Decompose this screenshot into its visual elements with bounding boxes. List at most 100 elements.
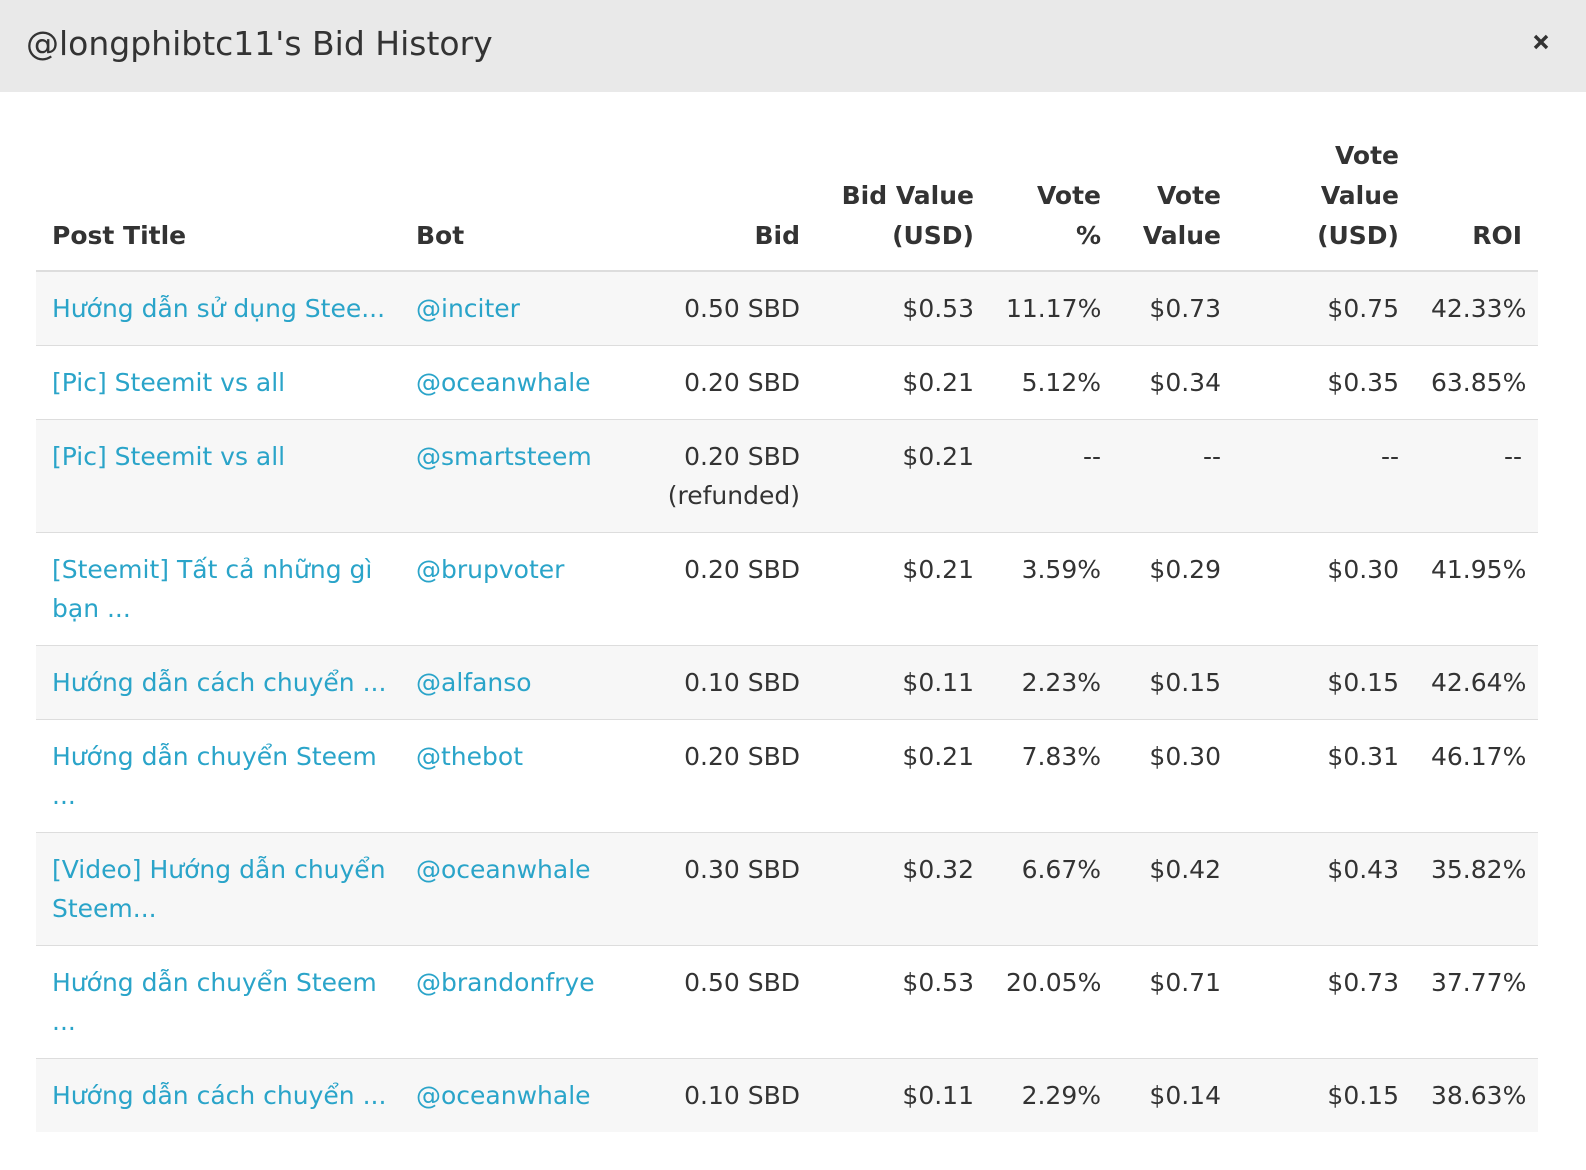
- bid-history-table-container: Post Title Bot Bid Bid Value (USD) Vote %…: [36, 132, 1538, 1132]
- post-title-link[interactable]: [Steemit] Tất cả những gì bạn ...: [52, 555, 373, 623]
- close-button[interactable]: [1526, 26, 1556, 56]
- bid-amount: 0.10 SBD: [684, 1081, 800, 1110]
- bot-cell: @smartsteem: [400, 419, 592, 533]
- bid-cell: 0.20 SBD (refunded): [590, 419, 816, 533]
- bot-cell: @brupvoter: [400, 532, 590, 646]
- roi-cell: 42.33%: [1415, 271, 1538, 346]
- vote-value-cell: $0.42: [1117, 832, 1237, 946]
- post-title-cell: Hướng dẫn chuyển Steem ...: [36, 719, 400, 833]
- vote-pct-cell: 2.29%: [990, 1058, 1117, 1132]
- bot-cell: @inciter: [400, 271, 590, 346]
- vote-value-cell: $0.14: [1117, 1058, 1237, 1132]
- vote-pct-cell: --: [990, 419, 1117, 533]
- bot-link[interactable]: @oceanwhale: [416, 1081, 591, 1110]
- bot-link[interactable]: @oceanwhale: [416, 855, 591, 884]
- bot-cell: @alfanso: [400, 645, 590, 720]
- bid-value-cell: $0.11: [816, 645, 990, 720]
- bot-cell: @brandonfrye: [400, 945, 595, 1059]
- bot-cell: @oceanwhale: [400, 345, 591, 420]
- bot-link[interactable]: @brupvoter: [416, 555, 565, 584]
- post-title-cell: Hướng dẫn cách chuyển ...: [36, 645, 400, 720]
- header-bot: Bot: [400, 132, 590, 272]
- vote-value-usd-cell: $0.30: [1237, 532, 1415, 646]
- bid-value-cell: $0.21: [816, 719, 990, 833]
- header-bid-value-line2: (USD): [892, 221, 974, 250]
- table-row: [Steemit] Tất cả những gì bạn ... @brupvo…: [36, 532, 1538, 646]
- bid-amount: 0.30 SBD: [684, 855, 800, 884]
- post-title-link[interactable]: Hướng dẫn sử dụng Stee...: [52, 294, 386, 323]
- modal-title: @longphibtc11's Bid History: [26, 24, 493, 63]
- header-vote-value-usd: Vote Value (USD): [1237, 132, 1415, 272]
- post-title-cell: [Video] Hướng dẫn chuyển Steem...: [36, 832, 400, 946]
- vote-pct-cell: 5.12%: [990, 345, 1117, 420]
- vote-pct-cell: 20.05%: [990, 945, 1117, 1059]
- header-vote-value-usd-line1: Vote Value: [1320, 141, 1399, 210]
- post-title-cell: Hướng dẫn cách chuyển ...: [36, 1058, 400, 1132]
- vote-value-usd-cell: $0.15: [1237, 1058, 1415, 1132]
- header-bid: Bid: [590, 132, 816, 272]
- bid-amount: 0.20 SBD: [684, 742, 800, 771]
- vote-value-cell: $0.73: [1117, 271, 1237, 346]
- bot-link[interactable]: @inciter: [416, 294, 520, 323]
- bid-amount: 0.50 SBD: [684, 968, 800, 997]
- vote-value-usd-cell: $0.35: [1237, 345, 1415, 420]
- header-vote-value-usd-line2: (USD): [1317, 221, 1399, 250]
- bot-cell: @thebot: [400, 719, 590, 833]
- bid-value-cell: $0.21: [816, 345, 990, 420]
- vote-value-cell: $0.30: [1117, 719, 1237, 833]
- bot-link[interactable]: @oceanwhale: [416, 368, 591, 397]
- vote-value-usd-cell: $0.73: [1237, 945, 1415, 1059]
- post-title-link[interactable]: [Pic] Steemit vs all: [52, 368, 286, 397]
- post-title-link[interactable]: [Pic] Steemit vs all: [52, 442, 286, 471]
- bid-cell: 0.10 SBD: [590, 1058, 816, 1132]
- bid-cell: 0.20 SBD: [590, 345, 816, 420]
- bid-cell: 0.20 SBD: [590, 532, 816, 646]
- bot-link[interactable]: @alfanso: [416, 668, 532, 697]
- bot-link[interactable]: @smartsteem: [416, 442, 592, 471]
- roi-cell: --: [1415, 419, 1538, 533]
- vote-pct-cell: 3.59%: [990, 532, 1117, 646]
- roi-cell: 63.85%: [1415, 345, 1538, 420]
- vote-pct-cell: 11.17%: [990, 271, 1117, 346]
- bid-amount: 0.10 SBD: [684, 668, 800, 697]
- post-title-link[interactable]: [Video] Hướng dẫn chuyển Steem...: [52, 855, 386, 923]
- table-row: Hướng dẫn sử dụng Stee... @inciter 0.50 SB…: [36, 271, 1538, 346]
- vote-value-cell: $0.34: [1117, 345, 1237, 420]
- bot-link[interactable]: @brandonfrye: [416, 968, 595, 997]
- header-vote-pct: Vote %: [990, 132, 1117, 272]
- header-roi: ROI: [1415, 132, 1538, 272]
- table-row: Hướng dẫn cách chuyển ... @oceanwhale 0.10…: [36, 1058, 1538, 1132]
- post-title-link[interactable]: Hướng dẫn cách chuyển ...: [52, 1081, 387, 1110]
- bid-amount: 0.20 SBD: [684, 368, 800, 397]
- bot-cell: @oceanwhale: [400, 1058, 591, 1132]
- header-vote-value-line2: Value: [1142, 221, 1221, 250]
- bid-value-cell: $0.21: [816, 532, 990, 646]
- post-title-cell: Hướng dẫn sử dụng Stee...: [36, 271, 400, 346]
- vote-value-usd-cell: $0.15: [1237, 645, 1415, 720]
- close-icon: [1533, 34, 1549, 50]
- header-post-title: Post Title: [36, 132, 400, 272]
- bid-cell: 0.30 SBD: [590, 832, 816, 946]
- bot-cell: @oceanwhale: [400, 832, 591, 946]
- table-row: [Pic] Steemit vs all @smartsteem 0.20 SBD (…: [36, 419, 1538, 533]
- bid-value-cell: $0.53: [816, 271, 990, 346]
- vote-value-cell: $0.71: [1117, 945, 1237, 1059]
- vote-value-usd-cell: $0.31: [1237, 719, 1415, 833]
- table-row: Hướng dẫn cách chuyển ... @alfanso 0.10 SB…: [36, 645, 1538, 720]
- post-title-link[interactable]: Hướng dẫn cách chuyển ...: [52, 668, 387, 697]
- header-vote-value-line1: Vote: [1156, 181, 1221, 210]
- vote-value-cell: $0.29: [1117, 532, 1237, 646]
- table-row: Hướng dẫn chuyển Steem ... @brandonfrye 0.…: [36, 945, 1538, 1059]
- post-title-link[interactable]: Hướng dẫn chuyển Steem ...: [52, 742, 377, 810]
- bid-cell: 0.50 SBD: [590, 945, 816, 1059]
- table-row: [Pic] Steemit vs all @oceanwhale 0.20 SBD $…: [36, 345, 1538, 420]
- header-vote-value: Vote Value: [1117, 132, 1237, 272]
- vote-pct-cell: 2.23%: [990, 645, 1117, 720]
- bid-history-table: Post Title Bot Bid Bid Value (USD) Vote %…: [36, 132, 1538, 1132]
- post-title-cell: Hướng dẫn chuyển Steem ...: [36, 945, 400, 1059]
- post-title-link[interactable]: Hướng dẫn chuyển Steem ...: [52, 968, 377, 1036]
- vote-value-usd-cell: --: [1237, 419, 1415, 533]
- bot-link[interactable]: @thebot: [416, 742, 523, 771]
- bid-cell: 0.50 SBD: [590, 271, 816, 346]
